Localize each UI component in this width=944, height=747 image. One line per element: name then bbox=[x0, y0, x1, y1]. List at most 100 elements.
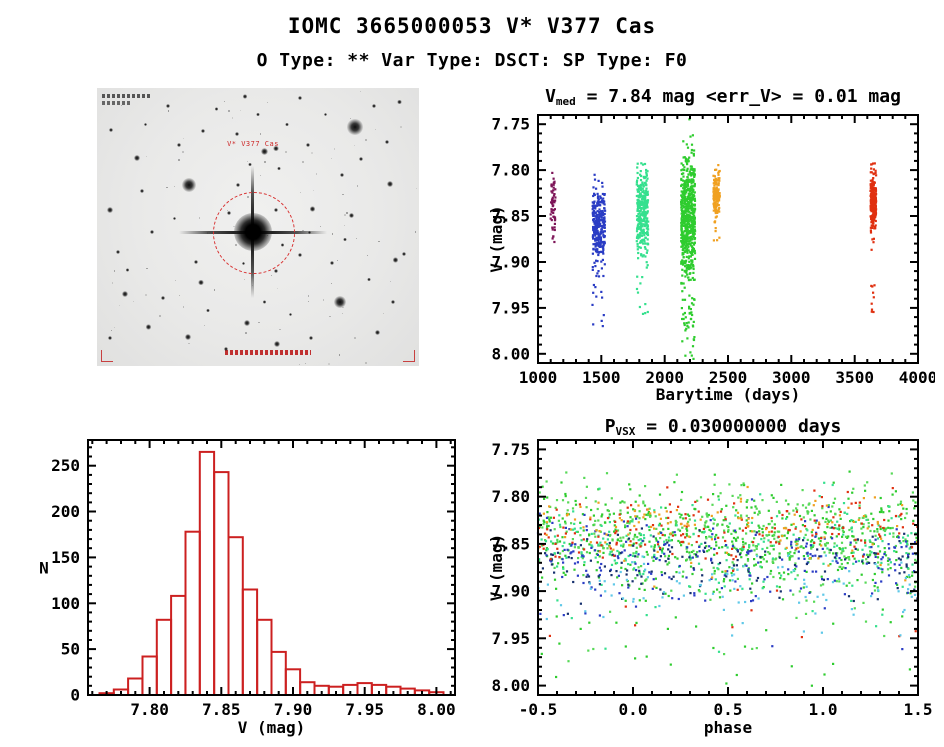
star bbox=[177, 143, 181, 147]
faint-star-speckle bbox=[113, 270, 115, 272]
faint-star-speckle bbox=[365, 139, 367, 141]
faint-star-speckle bbox=[342, 313, 343, 314]
lightcurve-title-text: = 7.84 mag <err_V> = 0.01 mag bbox=[575, 86, 901, 107]
star bbox=[288, 312, 292, 317]
svg-text:7.95: 7.95 bbox=[491, 298, 530, 317]
faint-star-speckle bbox=[399, 126, 402, 129]
faint-star-speckle bbox=[331, 233, 333, 235]
star bbox=[358, 156, 364, 162]
faint-star-speckle bbox=[327, 362, 330, 365]
faint-star-speckle bbox=[173, 185, 176, 188]
svg-text:150: 150 bbox=[51, 548, 80, 567]
faint-star-speckle bbox=[178, 294, 181, 297]
faint-star-speckle bbox=[315, 173, 318, 175]
faint-star-speckle bbox=[245, 332, 247, 334]
faint-star-speckle bbox=[346, 212, 348, 214]
star bbox=[343, 237, 347, 242]
star bbox=[244, 320, 250, 326]
svg-text:7.75: 7.75 bbox=[491, 440, 530, 459]
star bbox=[150, 230, 155, 235]
svg-text:7.80: 7.80 bbox=[491, 161, 530, 180]
star bbox=[260, 148, 268, 156]
finder-header-text-mark bbox=[102, 94, 150, 98]
faint-star-speckle bbox=[307, 300, 309, 302]
finder-footer-text-mark bbox=[225, 350, 311, 355]
faint-star-speckle bbox=[203, 324, 206, 327]
faint-star-speckle bbox=[178, 158, 181, 161]
star bbox=[262, 300, 267, 304]
faint-star-speckle bbox=[343, 224, 345, 226]
star bbox=[367, 278, 371, 282]
faint-star-speckle bbox=[378, 241, 380, 243]
star bbox=[274, 269, 279, 274]
phase-title: PVSX = 0.030000000 days bbox=[508, 416, 938, 438]
svg-text:N: N bbox=[39, 559, 49, 578]
svg-text:100: 100 bbox=[51, 594, 80, 613]
svg-text:-0.5: -0.5 bbox=[519, 700, 558, 719]
faint-star-speckle bbox=[342, 306, 344, 308]
svg-text:1.5: 1.5 bbox=[904, 700, 933, 719]
faint-star-speckle bbox=[342, 193, 344, 196]
star bbox=[140, 189, 144, 193]
faint-star-speckle bbox=[330, 158, 333, 160]
svg-text:200: 200 bbox=[51, 502, 80, 521]
star bbox=[172, 217, 176, 221]
star bbox=[372, 104, 376, 108]
faint-star-speckle bbox=[239, 109, 242, 112]
faint-star-speckle bbox=[333, 148, 335, 150]
phase-title-symbol: P bbox=[604, 416, 616, 437]
faint-star-speckle bbox=[336, 259, 338, 261]
star bbox=[393, 257, 399, 263]
svg-text:250: 250 bbox=[51, 456, 80, 475]
faint-star-speckle bbox=[181, 151, 184, 154]
svg-text:phase: phase bbox=[704, 718, 752, 737]
svg-text:4000: 4000 bbox=[899, 368, 935, 387]
svg-text:0.5: 0.5 bbox=[714, 700, 743, 719]
faint-star-speckle bbox=[276, 287, 278, 290]
faint-star-speckle bbox=[213, 288, 216, 291]
star bbox=[285, 122, 289, 126]
faint-star-speckle bbox=[182, 306, 185, 308]
faint-star-speckle bbox=[414, 231, 417, 233]
phase-title-text: = 0.030000000 days bbox=[635, 416, 842, 437]
star bbox=[347, 119, 363, 135]
star bbox=[206, 308, 210, 313]
svg-text:50: 50 bbox=[61, 640, 80, 659]
svg-text:8.00: 8.00 bbox=[491, 676, 530, 695]
faint-star-speckle bbox=[199, 217, 201, 219]
faint-star-speckle bbox=[300, 192, 302, 194]
svg-text:2000: 2000 bbox=[645, 368, 684, 387]
faint-star-speckle bbox=[146, 155, 148, 157]
phase-labels: -0.5 0.0 0.5 1.0 1.5 7.75 7.80 7.85 7.90 7.95 8.00… bbox=[487, 440, 932, 737]
faint-star-speckle bbox=[146, 267, 148, 270]
star bbox=[309, 336, 314, 341]
faint-star-speckle bbox=[311, 152, 313, 155]
svg-text:1500: 1500 bbox=[582, 368, 621, 387]
faint-star-speckle bbox=[259, 133, 262, 135]
phase-data bbox=[536, 470, 920, 687]
faint-star-speckle bbox=[301, 161, 304, 163]
lightcurve-title: Vmed = 7.84 mag <err_V> = 0.01 mag bbox=[508, 86, 938, 108]
star bbox=[397, 99, 402, 105]
star bbox=[277, 166, 281, 171]
star bbox=[330, 261, 335, 266]
star bbox=[235, 132, 239, 136]
faint-star-speckle bbox=[158, 315, 161, 317]
faint-star-speckle bbox=[264, 160, 266, 163]
star bbox=[193, 259, 199, 265]
faint-star-speckle bbox=[284, 150, 287, 153]
faint-star-speckle bbox=[118, 304, 121, 307]
target-marker-circle bbox=[212, 192, 295, 274]
star bbox=[273, 145, 279, 152]
faint-star-speckle bbox=[298, 363, 301, 366]
histogram-plot: 7.80 7.85 7.90 7.95 8.00 0 50 100 150 200 250 V (ma… bbox=[39, 439, 456, 737]
svg-text:0: 0 bbox=[70, 686, 80, 705]
faint-star-speckle bbox=[145, 294, 147, 296]
svg-text:3000: 3000 bbox=[772, 368, 811, 387]
star bbox=[242, 93, 248, 99]
svg-text:2500: 2500 bbox=[709, 368, 748, 387]
star bbox=[374, 330, 380, 336]
star bbox=[223, 347, 228, 352]
star bbox=[297, 252, 302, 257]
star bbox=[348, 213, 354, 219]
